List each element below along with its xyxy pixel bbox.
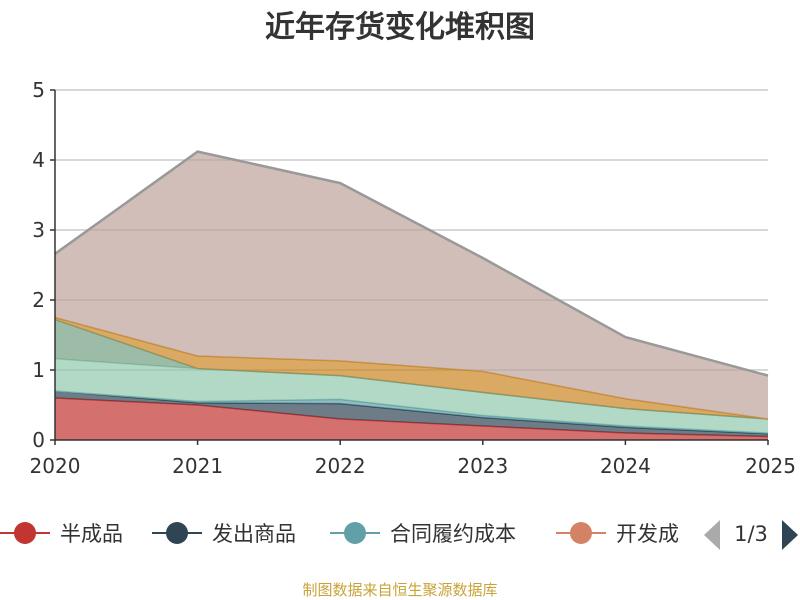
legend-label: 开发成 xyxy=(616,522,679,546)
area-series-3 xyxy=(55,358,768,433)
legend-marker xyxy=(14,522,36,544)
legend-label: 发出商品 xyxy=(212,522,296,546)
y-tick-label: 3 xyxy=(32,218,45,242)
x-tick-label: 2024 xyxy=(600,454,651,478)
legend-item[interactable]: 发出商品 xyxy=(152,522,296,546)
legend-item[interactable]: 开发成 xyxy=(556,522,679,546)
legend-label: 合同履约成本 xyxy=(390,522,516,546)
x-tick-label: 2025 xyxy=(745,454,796,478)
source-note: 制图数据来自恒生聚源数据库 xyxy=(302,581,497,599)
y-tick-label: 4 xyxy=(32,148,45,172)
legend-item[interactable]: 半成品 xyxy=(0,522,123,546)
legend-next-icon[interactable] xyxy=(782,520,798,550)
legend-marker xyxy=(570,522,592,544)
area-series-6 xyxy=(55,151,768,419)
y-tick-label: 1 xyxy=(32,358,45,382)
area-series xyxy=(54,150,769,440)
y-tick-label: 0 xyxy=(32,428,45,452)
legend-label: 半成品 xyxy=(60,522,123,546)
legend[interactable]: 半成品 发出商品 合同履约成本 开发成 1/3 xyxy=(0,520,798,550)
legend-item[interactable]: 合同履约成本 xyxy=(330,522,516,546)
area-series-5 xyxy=(55,317,768,419)
x-tick-label: 2022 xyxy=(315,454,366,478)
axes xyxy=(50,89,769,445)
legend-marker xyxy=(344,522,366,544)
x-tick-label: 2020 xyxy=(30,454,81,478)
legend-prev-icon[interactable] xyxy=(704,520,720,550)
legend-marker xyxy=(166,522,188,544)
x-tick-label: 2021 xyxy=(172,454,223,478)
y-tick-label: 2 xyxy=(32,288,45,312)
x-tick-labels: 2020 2021 2022 2023 2024 2025 xyxy=(30,454,796,478)
x-tick-label: 2023 xyxy=(457,454,508,478)
y-tick-label: 5 xyxy=(32,78,45,102)
legend-page-indicator: 1/3 xyxy=(734,522,768,546)
total-outline xyxy=(54,150,769,377)
chart-title: 近年存货变化堆积图 xyxy=(265,10,535,45)
y-tick-labels: 0 1 2 3 4 5 xyxy=(32,78,45,452)
